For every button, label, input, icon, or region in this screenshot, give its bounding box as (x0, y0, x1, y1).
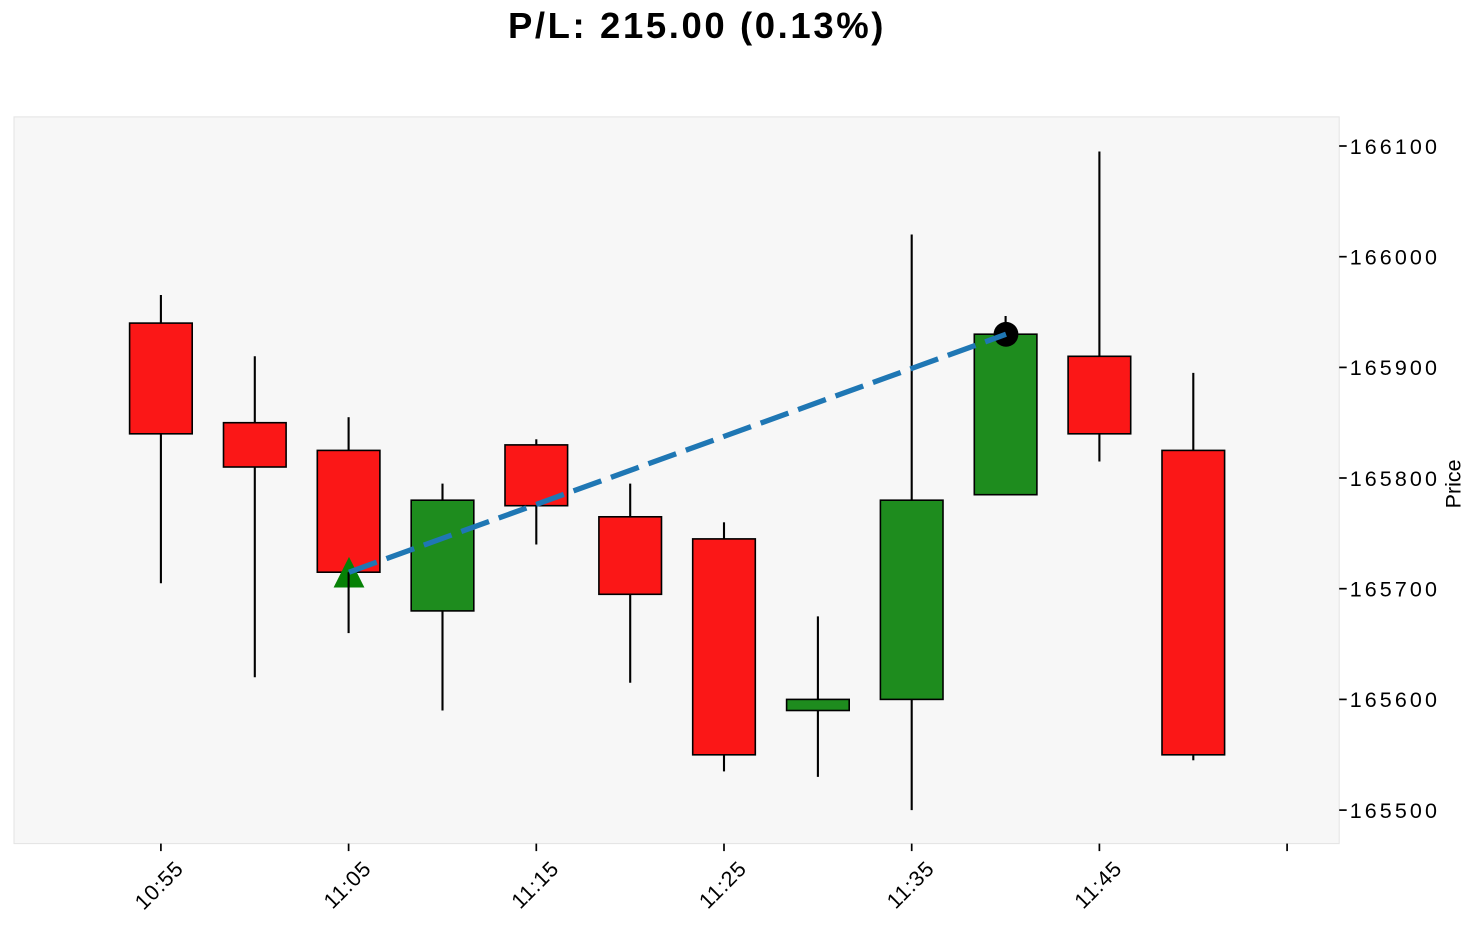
svg-text:166100: 166100 (1350, 135, 1440, 159)
svg-text:11:15: 11:15 (507, 856, 564, 913)
svg-text:165800: 165800 (1350, 467, 1440, 491)
svg-text:10:55: 10:55 (130, 856, 188, 914)
svg-text:P/L: 215.00 (0.13%): P/L: 215.00 (0.13%) (508, 5, 886, 46)
svg-text:166000: 166000 (1350, 246, 1440, 270)
svg-text:Price: Price (1442, 459, 1466, 508)
svg-text:11:45: 11:45 (1070, 856, 1127, 913)
svg-text:11:35: 11:35 (882, 856, 939, 913)
svg-text:165900: 165900 (1350, 356, 1440, 380)
svg-text:11:25: 11:25 (694, 856, 751, 913)
svg-text:165700: 165700 (1350, 578, 1440, 602)
svg-text:165500: 165500 (1350, 799, 1440, 823)
svg-text:165600: 165600 (1350, 688, 1440, 712)
svg-text:11:05: 11:05 (319, 856, 376, 913)
